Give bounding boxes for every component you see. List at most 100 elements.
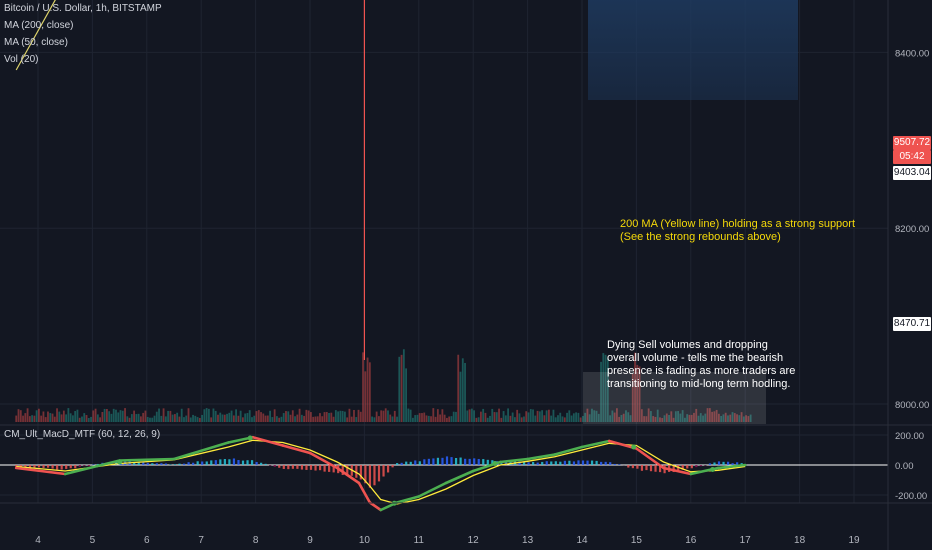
macd-histogram-bar	[146, 462, 149, 465]
volume-bar	[133, 410, 136, 422]
macd-line-segment	[357, 481, 372, 504]
volume-bar	[112, 408, 115, 422]
macd-histogram-bar	[196, 461, 199, 465]
indicator-ma50[interactable]: MA (50, close)	[4, 37, 68, 48]
indicator-vol[interactable]: Vol (20)	[4, 54, 39, 65]
macd-line-segment	[395, 495, 421, 504]
time-tick-label: 5	[90, 535, 96, 546]
volume-bar	[262, 413, 265, 422]
macd-histogram-bar	[255, 461, 258, 465]
macd-histogram-bar	[563, 460, 566, 465]
volume-bar	[44, 417, 47, 422]
macd-histogram-bar	[554, 461, 557, 465]
macd-histogram-bar	[527, 462, 530, 465]
macd-line-segment	[553, 445, 584, 456]
macd-histogram-bar	[74, 465, 77, 469]
macd-histogram-bar	[654, 465, 657, 472]
macd-histogram-bar	[586, 460, 589, 465]
volume-bar	[625, 410, 627, 422]
macd-histogram-bar	[314, 465, 317, 471]
volume-bar	[699, 413, 702, 422]
macd-histogram-bar	[309, 465, 313, 470]
volume-bar	[149, 417, 151, 422]
macd-histogram-bar	[468, 458, 471, 465]
macd-histogram-bar	[78, 465, 81, 467]
time-tick-label: 14	[576, 535, 588, 546]
volume-bar	[359, 411, 362, 422]
macd-histogram-bar	[201, 461, 204, 465]
volume-bar	[470, 408, 473, 422]
time-tick-label: 10	[359, 535, 371, 546]
price-tick-label: 8000.00	[895, 400, 929, 411]
volume-bar	[736, 414, 738, 422]
volume-bar	[520, 417, 523, 422]
volume-bar	[285, 411, 287, 422]
volume-bar	[480, 411, 482, 422]
time-tick-label: 18	[794, 535, 806, 546]
macd-tick-label: -200.00	[895, 491, 927, 502]
volume-bar	[545, 410, 548, 422]
volume-bar	[396, 416, 398, 422]
volume-bar	[434, 416, 437, 422]
volume-bar	[498, 408, 500, 422]
volume-bar	[78, 417, 81, 422]
volume-bar	[174, 414, 176, 422]
macd-histogram-bar	[51, 465, 54, 469]
volume-bar	[618, 416, 621, 422]
volume-bar	[167, 410, 170, 422]
volume-bar	[443, 414, 446, 422]
volume-bar	[319, 413, 321, 422]
volume-bar	[695, 408, 698, 422]
macd-histogram-bar	[454, 458, 458, 465]
volume-bar	[473, 410, 476, 422]
volume-bar	[645, 416, 648, 422]
volume-bar	[266, 415, 269, 422]
macd-histogram-bar	[87, 465, 90, 467]
volume-bar	[466, 410, 469, 422]
volume-bar	[486, 417, 489, 422]
volume-bar	[90, 416, 92, 422]
volume-bar	[101, 411, 104, 422]
volume-bar	[210, 417, 213, 422]
volume-bar	[221, 414, 224, 422]
volume-bar	[568, 410, 571, 422]
macd-histogram-bar	[178, 463, 181, 465]
volume-bar	[656, 409, 659, 422]
level-high-tag: 9403.04	[893, 166, 931, 180]
volume-bar	[563, 417, 566, 422]
macd-histogram-bar	[368, 465, 372, 488]
volume-bar	[353, 409, 355, 422]
macd-histogram-bar	[658, 465, 662, 473]
macd-histogram-bar	[250, 460, 254, 465]
volume-bar	[402, 349, 405, 422]
volume-bar	[647, 408, 650, 422]
macd-line-segment	[635, 447, 665, 470]
volume-bar	[475, 417, 478, 422]
volume-bar	[697, 415, 700, 422]
volume-bar	[92, 410, 95, 422]
macd-title[interactable]: CM_Ult_MacD_MTF (60, 12, 26, 9)	[4, 429, 161, 440]
volume-bar	[378, 416, 380, 422]
volume-bar	[314, 416, 317, 422]
indicator-ma200[interactable]: MA (200, close)	[4, 20, 74, 31]
volume-bar	[663, 415, 666, 422]
volume-bar	[65, 414, 68, 422]
volume-bar	[661, 417, 664, 422]
macd-histogram-bar	[114, 461, 118, 465]
macd-histogram-bar	[427, 458, 430, 465]
macd-histogram-bar	[382, 465, 385, 477]
volume-bar	[631, 373, 634, 422]
volume-bar	[232, 415, 235, 422]
volume-bar	[500, 417, 503, 422]
volume-bar	[674, 411, 677, 422]
volume-bar	[305, 409, 308, 422]
volume-bar	[74, 411, 77, 422]
volume-bar	[450, 416, 453, 422]
macd-histogram-bar	[722, 461, 725, 465]
volume-bar	[158, 408, 160, 422]
macd-histogram-bar	[672, 465, 675, 473]
volume-bar	[693, 412, 695, 422]
volume-bar	[414, 415, 417, 422]
